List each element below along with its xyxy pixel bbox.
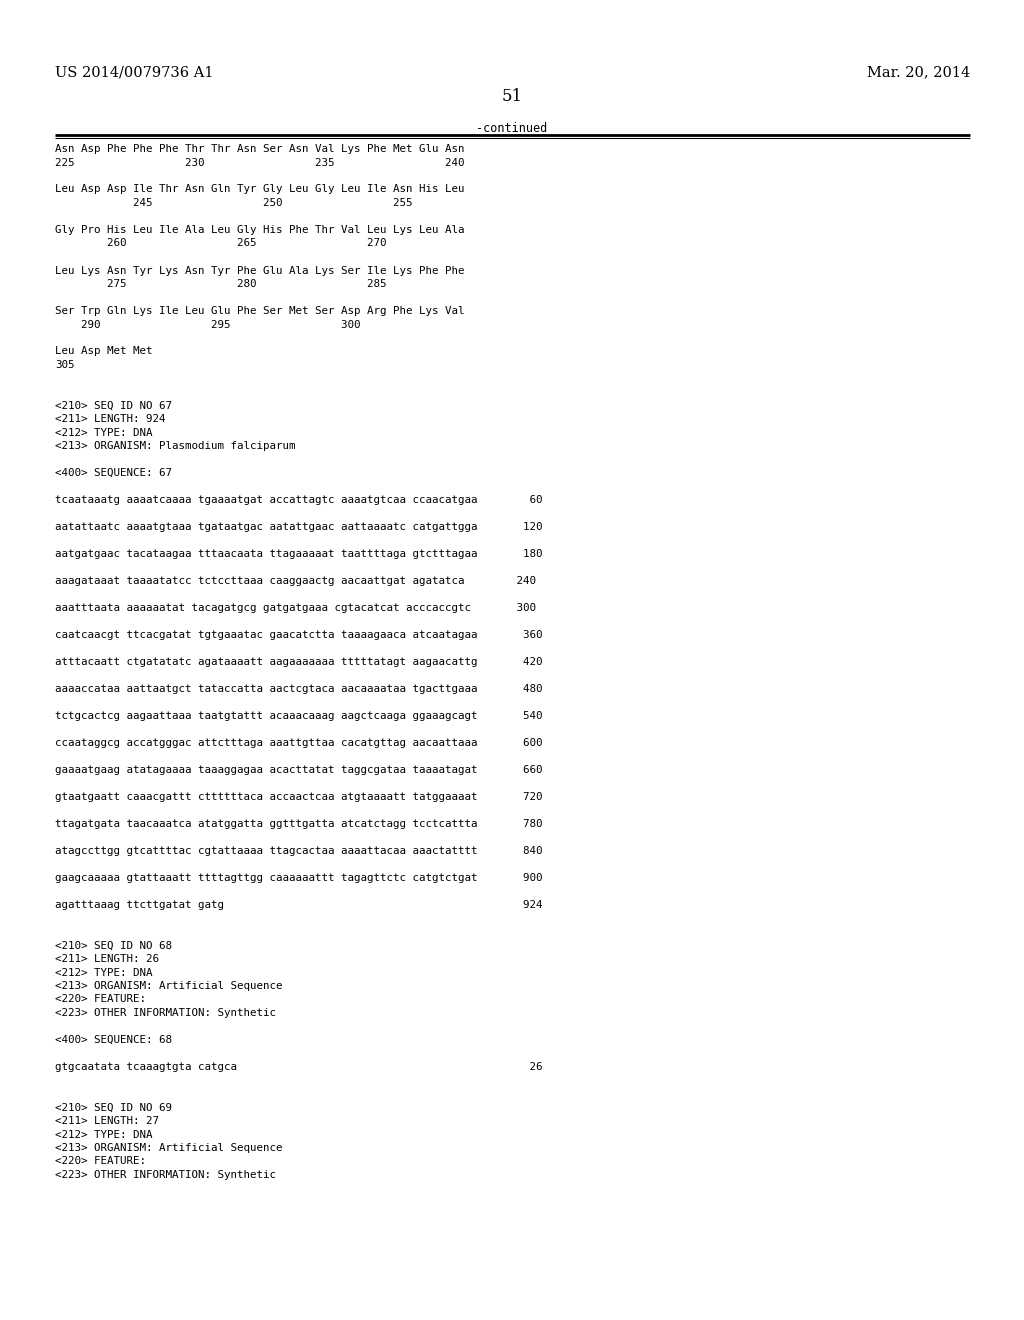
Text: <400> SEQUENCE: 67: <400> SEQUENCE: 67: [55, 469, 172, 478]
Text: gaaaatgaag atatagaaaa taaaggagaa acacttatat taggcgataa taaaatagat       660: gaaaatgaag atatagaaaa taaaggagaa acactta…: [55, 766, 543, 775]
Text: tcaataaatg aaaatcaaaa tgaaaatgat accattagtc aaaatgtcaa ccaacatgaa        60: tcaataaatg aaaatcaaaa tgaaaatgat accatta…: [55, 495, 543, 506]
Text: <220> FEATURE:: <220> FEATURE:: [55, 994, 146, 1005]
Text: <211> LENGTH: 924: <211> LENGTH: 924: [55, 414, 166, 424]
Text: gtaatgaatt caaacgattt cttttttaca accaactcaa atgtaaaatt tatggaaaat       720: gtaatgaatt caaacgattt cttttttaca accaact…: [55, 792, 543, 803]
Text: tctgcactcg aagaattaaa taatgtattt acaaacaaag aagctcaaga ggaaagcagt       540: tctgcactcg aagaattaaa taatgtattt acaaaca…: [55, 711, 543, 721]
Text: <211> LENGTH: 27: <211> LENGTH: 27: [55, 1115, 159, 1126]
Text: aaagataaat taaaatatcc tctccttaaa caaggaactg aacaattgat agatatca        240: aaagataaat taaaatatcc tctccttaaa caaggaa…: [55, 576, 536, 586]
Text: <210> SEQ ID NO 67: <210> SEQ ID NO 67: [55, 400, 172, 411]
Text: <210> SEQ ID NO 69: <210> SEQ ID NO 69: [55, 1102, 172, 1113]
Text: US 2014/0079736 A1: US 2014/0079736 A1: [55, 65, 213, 79]
Text: Gly Pro His Leu Ile Ala Leu Gly His Phe Thr Val Leu Lys Leu Ala: Gly Pro His Leu Ile Ala Leu Gly His Phe …: [55, 224, 465, 235]
Text: aatgatgaac tacataagaa tttaacaata ttagaaaaat taattttaga gtctttagaa       180: aatgatgaac tacataagaa tttaacaata ttagaaa…: [55, 549, 543, 558]
Text: <212> TYPE: DNA: <212> TYPE: DNA: [55, 968, 153, 978]
Text: <211> LENGTH: 26: <211> LENGTH: 26: [55, 954, 159, 964]
Text: Ser Trp Gln Lys Ile Leu Glu Phe Ser Met Ser Asp Arg Phe Lys Val: Ser Trp Gln Lys Ile Leu Glu Phe Ser Met …: [55, 306, 465, 315]
Text: gaagcaaaaa gtattaaatt ttttagttgg caaaaaattt tagagttctc catgtctgat       900: gaagcaaaaa gtattaaatt ttttagttgg caaaaaa…: [55, 873, 543, 883]
Text: <213> ORGANISM: Artificial Sequence: <213> ORGANISM: Artificial Sequence: [55, 981, 283, 991]
Text: 290                 295                 300: 290 295 300: [55, 319, 360, 330]
Text: aaatttaata aaaaaatat tacagatgcg gatgatgaaa cgtacatcat acccaccgtc       300: aaatttaata aaaaaatat tacagatgcg gatgatga…: [55, 603, 536, 612]
Text: Leu Asp Asp Ile Thr Asn Gln Tyr Gly Leu Gly Leu Ile Asn His Leu: Leu Asp Asp Ile Thr Asn Gln Tyr Gly Leu …: [55, 185, 465, 194]
Text: <210> SEQ ID NO 68: <210> SEQ ID NO 68: [55, 940, 172, 950]
Text: <223> OTHER INFORMATION: Synthetic: <223> OTHER INFORMATION: Synthetic: [55, 1008, 276, 1018]
Text: agatttaaag ttcttgatat gatg                                              924: agatttaaag ttcttgatat gatg 924: [55, 900, 543, 909]
Text: 245                 250                 255: 245 250 255: [55, 198, 413, 209]
Text: 275                 280                 285: 275 280 285: [55, 279, 386, 289]
Text: aatattaatc aaaatgtaaa tgataatgac aatattgaac aattaaaatc catgattgga       120: aatattaatc aaaatgtaaa tgataatgac aatattg…: [55, 521, 543, 532]
Text: 305: 305: [55, 360, 75, 370]
Text: 225                 230                 235                 240: 225 230 235 240: [55, 157, 465, 168]
Text: <213> ORGANISM: Plasmodium falciparum: <213> ORGANISM: Plasmodium falciparum: [55, 441, 296, 451]
Text: <400> SEQUENCE: 68: <400> SEQUENCE: 68: [55, 1035, 172, 1045]
Text: ccaataggcg accatgggac attctttaga aaattgttaa cacatgttag aacaattaaa       600: ccaataggcg accatgggac attctttaga aaattgt…: [55, 738, 543, 748]
Text: caatcaacgt ttcacgatat tgtgaaatac gaacatctta taaaagaaca atcaatagaa       360: caatcaacgt ttcacgatat tgtgaaatac gaacatc…: [55, 630, 543, 640]
Text: ttagatgata taacaaatca atatggatta ggtttgatta atcatctagg tcctcattta       780: ttagatgata taacaaatca atatggatta ggtttga…: [55, 818, 543, 829]
Text: 51: 51: [502, 88, 522, 106]
Text: <220> FEATURE:: <220> FEATURE:: [55, 1156, 146, 1167]
Text: 260                 265                 270: 260 265 270: [55, 239, 386, 248]
Text: Mar. 20, 2014: Mar. 20, 2014: [866, 65, 970, 79]
Text: Leu Asp Met Met: Leu Asp Met Met: [55, 346, 153, 356]
Text: aaaaccataa aattaatgct tataccatta aactcgtaca aacaaaataa tgacttgaaa       480: aaaaccataa aattaatgct tataccatta aactcgt…: [55, 684, 543, 694]
Text: -continued: -continued: [476, 121, 548, 135]
Text: <223> OTHER INFORMATION: Synthetic: <223> OTHER INFORMATION: Synthetic: [55, 1170, 276, 1180]
Text: <212> TYPE: DNA: <212> TYPE: DNA: [55, 1130, 153, 1139]
Text: atagccttgg gtcattttac cgtattaaaa ttagcactaa aaaattacaa aaactatttt       840: atagccttgg gtcattttac cgtattaaaa ttagcac…: [55, 846, 543, 855]
Text: Leu Lys Asn Tyr Lys Asn Tyr Phe Glu Ala Lys Ser Ile Lys Phe Phe: Leu Lys Asn Tyr Lys Asn Tyr Phe Glu Ala …: [55, 265, 465, 276]
Text: <213> ORGANISM: Artificial Sequence: <213> ORGANISM: Artificial Sequence: [55, 1143, 283, 1152]
Text: Asn Asp Phe Phe Phe Thr Thr Asn Ser Asn Val Lys Phe Met Glu Asn: Asn Asp Phe Phe Phe Thr Thr Asn Ser Asn …: [55, 144, 465, 154]
Text: gtgcaatata tcaaagtgta catgca                                             26: gtgcaatata tcaaagtgta catgca 26: [55, 1063, 543, 1072]
Text: atttacaatt ctgatatatc agataaaatt aagaaaaaaa tttttatagt aagaacattg       420: atttacaatt ctgatatatc agataaaatt aagaaaa…: [55, 657, 543, 667]
Text: <212> TYPE: DNA: <212> TYPE: DNA: [55, 428, 153, 437]
